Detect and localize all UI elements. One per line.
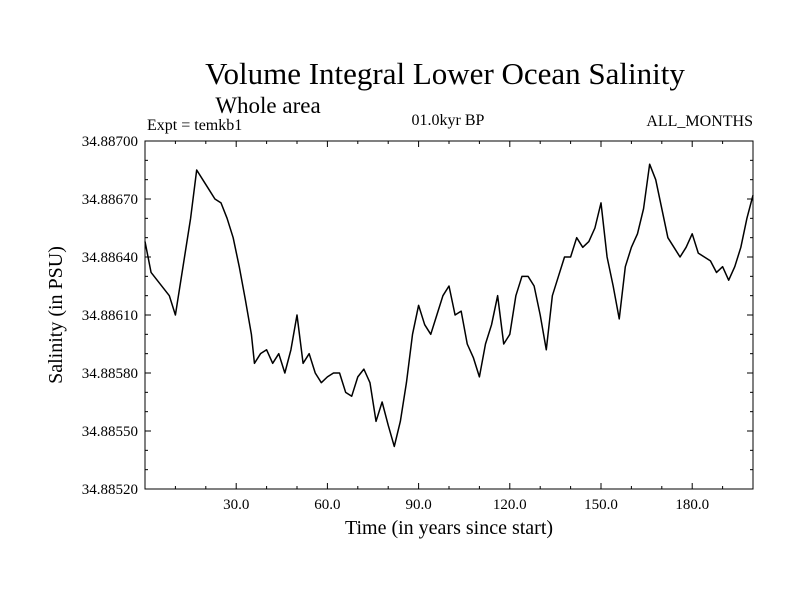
x-tick-label: 180.0 bbox=[675, 497, 709, 513]
x-tick-label: 120.0 bbox=[493, 497, 527, 513]
y-tick-label: 34.88520 bbox=[82, 482, 138, 498]
chart-subtitle: Whole area bbox=[215, 93, 320, 118]
x-axis-label: Time (in years since start) bbox=[345, 517, 553, 539]
x-tick-label: 150.0 bbox=[584, 497, 618, 513]
y-axis-label: Salinity (in PSU) bbox=[45, 246, 67, 384]
y-tick-label: 34.88670 bbox=[82, 192, 138, 208]
x-tick-label: 30.0 bbox=[223, 497, 249, 513]
plot-frame bbox=[144, 140, 754, 490]
y-tick-label: 34.88580 bbox=[82, 366, 138, 382]
months-label: ALL_MONTHS bbox=[646, 113, 753, 130]
y-tick-label: 34.88610 bbox=[82, 308, 138, 324]
x-tick-label: 90.0 bbox=[405, 497, 431, 513]
x-tick-label: 60.0 bbox=[314, 497, 340, 513]
y-axis-ticks: 34.88520 34.88550 34.88580 34.88610 34.88640… bbox=[82, 134, 753, 498]
y-tick-label: 34.88550 bbox=[82, 424, 138, 440]
y-tick-label: 34.88640 bbox=[82, 250, 138, 266]
period-label: 01.0kyr BP bbox=[412, 112, 485, 129]
x-axis-ticks: 30.0 60.0 90.0 120.0 150.0 180.0 bbox=[174, 141, 724, 513]
y-tick-label: 34.88700 bbox=[82, 134, 138, 150]
experiment-label: Expt = temkb1 bbox=[147, 117, 242, 134]
salinity-series-line bbox=[144, 163, 754, 448]
chart-title: Volume Integral Lower Ocean Salinity bbox=[205, 56, 685, 91]
